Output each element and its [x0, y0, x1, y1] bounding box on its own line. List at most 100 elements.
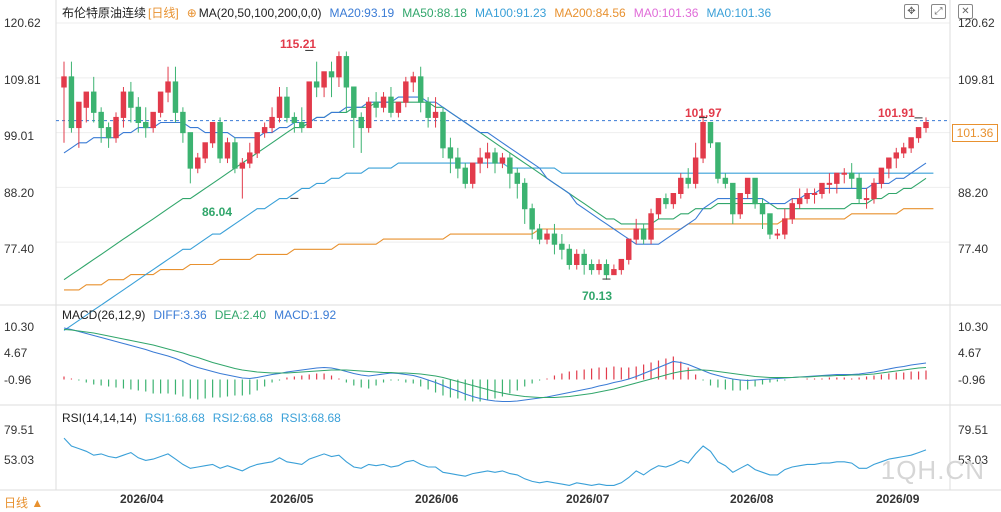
ma200-line — [64, 208, 934, 291]
candle-body — [611, 269, 617, 276]
candle-body — [469, 162, 476, 184]
candle-body — [640, 228, 647, 240]
low-annotation: 70.13 — [582, 289, 613, 303]
candle-body — [551, 233, 558, 245]
candle-body — [737, 193, 743, 215]
candle-body — [700, 122, 706, 159]
fit-icon[interactable]: ⤢ — [931, 4, 946, 19]
macd-tick-right: 10.30 — [958, 320, 989, 334]
candle-body — [782, 218, 788, 235]
candle-body — [588, 264, 595, 271]
candle-body — [477, 157, 483, 164]
candle-body — [299, 122, 305, 129]
candle-body — [120, 91, 127, 118]
candle-body — [417, 76, 424, 103]
candle-body — [336, 56, 342, 78]
candle-body — [529, 208, 535, 230]
candle-body — [514, 172, 521, 184]
candle-body — [893, 152, 900, 159]
candle-body — [878, 167, 885, 184]
rsi-params[interactable]: RSI(14,14,14) — [62, 411, 137, 425]
candle-body — [626, 238, 632, 260]
expand-icon[interactable]: ✥ — [904, 4, 919, 19]
high-annotation: 101.91 — [878, 106, 915, 120]
candle-body — [410, 76, 416, 83]
candle-body — [157, 91, 164, 113]
high-annotation: 115.21 — [280, 37, 317, 51]
price-tick-left: 120.62 — [4, 16, 41, 30]
candle-body — [752, 177, 758, 205]
candle-body — [269, 116, 275, 129]
candle-body — [559, 243, 565, 250]
macd-tick-right: 4.67 — [958, 346, 982, 360]
candle-body — [276, 96, 283, 118]
price-legend: 布伦特原油连续 [日线] ⊕ MA(20,50,100,200,0,0) MA2… — [62, 4, 779, 21]
candle-body — [848, 172, 855, 179]
candle-body — [863, 198, 870, 201]
candle-body — [834, 172, 840, 184]
candle-body — [291, 116, 298, 124]
candle-body — [796, 198, 803, 205]
candle-body — [499, 157, 506, 164]
candle-body — [685, 177, 691, 184]
candle-body — [351, 86, 357, 118]
period-selector[interactable]: 日线 ▲ — [4, 496, 44, 510]
candle-body — [663, 198, 669, 205]
candle-body — [730, 182, 736, 215]
candle-body — [759, 203, 766, 215]
macd-value: DEA:2.40 — [214, 308, 267, 322]
candle-body — [254, 132, 260, 154]
candle-body — [209, 122, 216, 144]
price-tick-left: 88.20 — [4, 186, 35, 200]
candle-body — [343, 56, 350, 88]
rsi-value: RSI1:68.68 — [144, 411, 205, 425]
period-tag[interactable]: [日线] — [148, 6, 179, 20]
moving-average-lines — [56, 96, 950, 331]
date-tick: 2026/07 — [566, 492, 610, 506]
ma50-line — [63, 101, 927, 281]
candle-body — [566, 248, 573, 266]
ma-value: MA100:91.23 — [474, 5, 547, 20]
candle-body — [670, 193, 677, 205]
candle-body — [440, 111, 446, 149]
candle-body — [113, 116, 119, 139]
candle-body — [886, 157, 892, 169]
rsi-tick-right: 53.03 — [958, 453, 989, 467]
candle-body — [715, 142, 721, 179]
candle-body — [915, 127, 922, 139]
candle-body — [388, 96, 394, 113]
candle-body — [655, 198, 662, 215]
candle-body — [180, 111, 186, 134]
macd-params[interactable]: MACD(26,12,9) — [62, 308, 146, 322]
candle-body — [841, 172, 847, 175]
close-icon[interactable]: ✕ — [958, 4, 973, 19]
candle-body — [544, 233, 550, 240]
rsi-tick-right: 79.51 — [958, 423, 989, 437]
candle-body — [826, 182, 833, 185]
ma100-line — [63, 162, 934, 331]
candle-body — [432, 111, 439, 118]
candle-body — [187, 132, 194, 169]
candle-body — [380, 96, 387, 108]
candle-body — [618, 258, 625, 271]
candle-body — [90, 91, 97, 113]
candle-body — [744, 177, 751, 195]
candle-body — [403, 81, 409, 103]
price-tick-right: 109.81 — [958, 73, 995, 87]
candle-body — [239, 162, 246, 169]
candle-body — [135, 106, 142, 123]
candle-body — [261, 127, 268, 134]
candle-body — [774, 233, 781, 236]
price-tick-right: 120.62 — [958, 16, 995, 30]
macd-panel — [63, 327, 927, 403]
date-tick: 2026/04 — [120, 492, 164, 506]
settings-icon[interactable]: ⊕ — [186, 5, 197, 20]
candle-body — [373, 101, 379, 108]
ma-params[interactable]: MA(20,50,100,200,0,0) — [198, 5, 322, 20]
high-annotation: 101.97 — [685, 106, 722, 120]
low-annotation: 86.04 — [202, 205, 233, 219]
candle-body — [856, 177, 862, 200]
candle-body — [195, 157, 201, 169]
candle-body — [603, 264, 610, 276]
